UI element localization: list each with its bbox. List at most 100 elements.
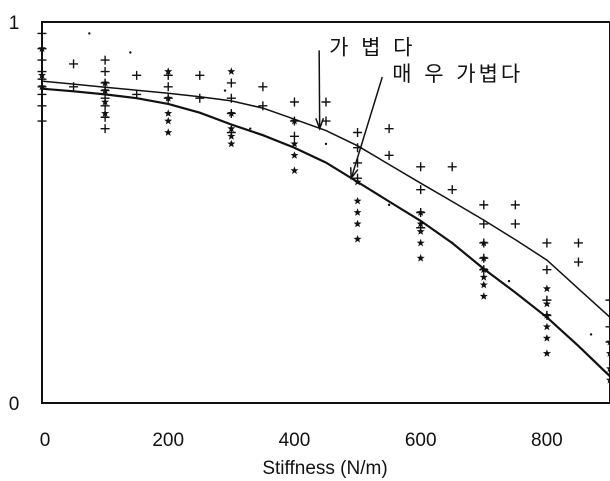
data-point-star <box>416 227 425 235</box>
annotation-label: 매 우 가볍다 <box>392 62 523 86</box>
data-point-plus <box>573 238 583 248</box>
data-point-star <box>479 265 488 273</box>
x-tick-label: 600 <box>405 430 437 451</box>
data-point-star <box>164 109 173 117</box>
data-point-plus <box>447 185 457 195</box>
data-point-star <box>164 116 173 125</box>
data-point-star <box>542 311 551 319</box>
data-point-plus <box>605 295 610 305</box>
data-point-plus <box>132 70 142 80</box>
fit-line <box>41 80 610 318</box>
data-point-star <box>101 86 110 94</box>
data-point-star <box>542 334 551 342</box>
data-point-star <box>353 208 362 216</box>
data-point-star <box>479 273 488 281</box>
point-layer <box>37 28 610 384</box>
y-tick-label: 0 <box>9 394 20 415</box>
data-point-plus <box>573 257 583 267</box>
data-point-plus <box>321 97 331 107</box>
data-point-plus <box>100 67 110 77</box>
data-point-plus <box>479 200 489 210</box>
data-point-star <box>353 196 362 205</box>
data-point-plus <box>258 101 268 111</box>
data-point-star <box>416 238 425 247</box>
data-point-star <box>290 166 299 174</box>
data-point-plus <box>289 97 299 107</box>
data-point-star <box>227 139 236 148</box>
data-point-plus <box>226 78 236 88</box>
data-point-dot <box>129 51 132 54</box>
fit-line <box>41 87 610 378</box>
y-tick-label: 1 <box>9 13 20 34</box>
data-point-star <box>416 254 425 262</box>
data-point-plus <box>384 150 394 160</box>
data-point-star <box>542 299 551 308</box>
data-point-plus <box>542 238 552 248</box>
data-point-plus <box>226 93 236 103</box>
data-point-dot <box>387 203 391 207</box>
data-point-star <box>290 139 299 148</box>
annotation-arrowhead <box>349 167 359 181</box>
data-point-plus <box>132 89 142 99</box>
data-point-star <box>164 128 173 136</box>
plot-area-frame <box>41 21 610 404</box>
data-point-star <box>479 292 488 300</box>
data-point-plus <box>195 93 205 103</box>
annotation-layer: 가 볍 다매 우 가볍다 <box>315 35 523 181</box>
data-point-star <box>479 254 488 262</box>
data-point-star <box>227 132 236 140</box>
data-point-plus <box>100 124 110 134</box>
data-point-plus <box>258 82 268 92</box>
data-point-plus <box>510 219 520 229</box>
data-point-star <box>290 116 299 125</box>
data-point-star <box>101 78 110 87</box>
data-point-plus <box>195 70 205 80</box>
data-point-star <box>479 280 488 289</box>
annotation-arrowhead <box>315 118 325 131</box>
x-tick-label: 0 <box>40 430 51 451</box>
data-point-plus <box>542 265 552 275</box>
data-point-star <box>416 208 425 216</box>
data-point-star <box>353 219 362 228</box>
data-point-plus <box>100 55 110 65</box>
annotation-arrow <box>318 50 321 129</box>
data-point-plus <box>605 337 610 347</box>
data-point-plus <box>447 162 457 172</box>
x-axis-title: Stiffness (N/m) <box>262 458 387 479</box>
data-point-plus <box>353 127 363 137</box>
data-point-star <box>164 94 173 102</box>
annotation-arrow <box>350 76 383 179</box>
data-point-dot <box>249 127 252 130</box>
data-point-plus <box>289 131 299 141</box>
data-point-plus <box>69 59 79 69</box>
data-point-star <box>479 238 488 247</box>
tick-layer: 0 200 400 600 800 0 1 <box>9 13 563 451</box>
data-point-dot <box>223 89 227 92</box>
data-point-star <box>542 322 551 331</box>
data-point-star <box>164 67 173 75</box>
data-point-plus <box>416 162 426 172</box>
data-point-dot <box>88 32 91 35</box>
data-point-plus <box>416 185 426 195</box>
data-point-dot <box>230 127 233 130</box>
annotation-label: 가 볍 다 <box>329 35 415 59</box>
data-point-star <box>353 177 362 186</box>
data-point-star <box>542 284 551 293</box>
data-point-dot <box>589 333 593 336</box>
data-point-plus <box>479 219 489 229</box>
x-tick-label: 400 <box>279 430 311 451</box>
data-point-plus <box>605 322 610 332</box>
data-point-star <box>101 97 110 106</box>
data-point-plus <box>69 82 79 92</box>
data-point-plus <box>384 124 394 134</box>
data-point-star <box>227 109 236 117</box>
data-point-star <box>542 349 551 357</box>
x-tick-label: 200 <box>152 430 184 451</box>
data-point-star <box>227 67 236 75</box>
data-point-dot <box>507 279 511 283</box>
x-tick-label: 800 <box>531 430 563 451</box>
data-point-plus <box>163 82 173 92</box>
data-point-dot <box>451 241 454 245</box>
data-point-star <box>416 219 425 228</box>
